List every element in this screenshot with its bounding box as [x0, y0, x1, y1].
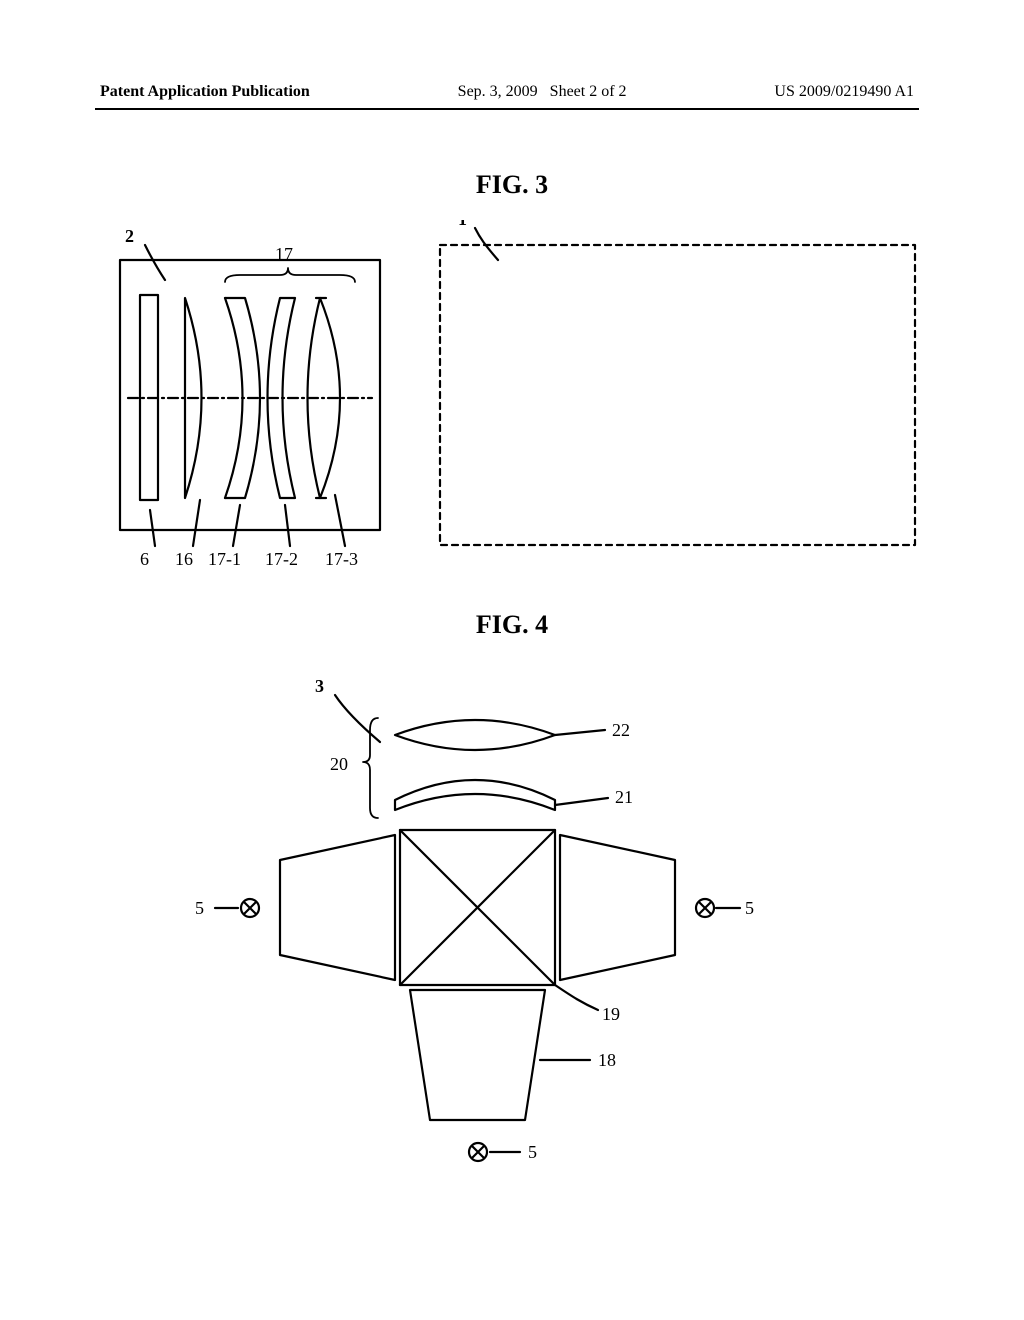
- fig3-label-6: 6: [140, 549, 149, 569]
- fig3-leader-2: [145, 245, 165, 280]
- fig3-label-171: 17-1: [208, 549, 241, 569]
- header-date: Sep. 3, 2009 Sheet 2 of 2: [458, 83, 627, 101]
- fig4-label-5l: 5: [195, 898, 204, 918]
- fig3-brace-17: [225, 268, 355, 282]
- fig4-label-5r: 5: [745, 898, 754, 918]
- fig4-label-5b: 5: [528, 1142, 537, 1162]
- page: Patent Application Publication Sep. 3, 2…: [0, 0, 1024, 1320]
- fig4-element-21: [395, 780, 555, 810]
- fig4-label-20: 20: [330, 754, 348, 774]
- fig3-dashed-box: [440, 245, 915, 545]
- fig3-leader-172: [285, 505, 290, 546]
- page-header: Patent Application Publication Sep. 3, 2…: [100, 83, 914, 111]
- fig4-leader-22: [555, 730, 605, 735]
- fig3-label-2: 2: [125, 226, 134, 246]
- fig4-drawing: 3 22 21 20 19 18: [0, 660, 1024, 1220]
- fig4-label-22: 22: [612, 720, 630, 740]
- fig4-title: FIG. 4: [476, 610, 548, 640]
- fig4-leader-21: [555, 798, 608, 805]
- header-sheet-text: Sheet 2 of 2: [550, 83, 627, 100]
- header-rule: [95, 108, 919, 110]
- fig3-leader-173: [335, 495, 345, 546]
- fig4-trap-right: [560, 835, 675, 980]
- fig4-element-22: [395, 720, 555, 750]
- fig4-label-21: 21: [615, 787, 633, 807]
- fig3-label-172: 17-2: [265, 549, 298, 569]
- fig3-title: FIG. 3: [476, 170, 548, 200]
- fig4-brace-20: [363, 718, 378, 818]
- header-left: Patent Application Publication: [100, 83, 310, 101]
- fig3-label-17: 17: [275, 244, 293, 264]
- fig3-label-1: 1: [458, 220, 467, 229]
- fig3-drawing: 2 6 16 17 17-1 17-2: [0, 220, 1024, 620]
- fig4-label-18: 18: [598, 1050, 616, 1070]
- fig3-leader-6: [150, 510, 155, 546]
- fig4-label-19: 19: [602, 1004, 620, 1024]
- fig4-trap-bottom: [410, 990, 545, 1120]
- fig4-label-3: 3: [315, 676, 324, 696]
- fig3-leader-16: [193, 500, 200, 546]
- fig4-trap-left: [280, 835, 395, 980]
- fig3-leader-171: [233, 505, 240, 546]
- header-date-text: Sep. 3, 2009: [458, 83, 538, 100]
- fig3-label-16: 16: [175, 549, 193, 569]
- fig4-leader-19: [555, 985, 598, 1010]
- header-pubnum: US 2009/0219490 A1: [774, 83, 914, 101]
- fig3-label-173: 17-3: [325, 549, 358, 569]
